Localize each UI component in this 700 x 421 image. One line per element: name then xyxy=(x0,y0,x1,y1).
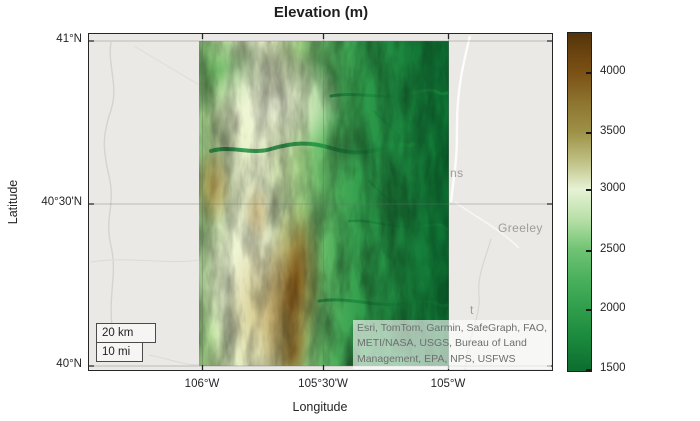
colorbar-label-1500: 1500 xyxy=(600,362,626,374)
colorbar xyxy=(567,32,592,372)
colorbar-label-3500: 3500 xyxy=(600,125,626,137)
colorbar-label-2500: 2500 xyxy=(600,243,626,255)
city-label-greeley: Greeley xyxy=(498,221,543,235)
colorbar-label-3000: 3000 xyxy=(600,182,626,194)
colorbar-tick xyxy=(586,309,591,311)
colorbar-tick xyxy=(586,250,591,252)
xtick-105-30W: 105°30'W xyxy=(298,378,348,390)
xtick-105W: 105°W xyxy=(430,378,466,390)
ytick-40N: 40°N xyxy=(56,358,82,370)
city-label-partial-ns: ns xyxy=(450,166,464,180)
colorbar-tick xyxy=(586,369,591,371)
city-label-partial-t: t xyxy=(470,303,474,317)
colorbar-tick xyxy=(586,72,591,74)
basemap-roads xyxy=(90,35,520,370)
xtick-106W: 106°W xyxy=(184,378,220,390)
attribution: Esri, TomTom, Garmin, SafeGraph, FAO, ME… xyxy=(352,319,551,369)
ytick-41N: 41°N xyxy=(56,33,82,45)
attribution-line-2: METI/NASA, USGS, Bureau of Land xyxy=(356,337,527,350)
colorbar-label-4000: 4000 xyxy=(600,65,626,77)
xaxis-label: Longitude xyxy=(292,400,348,414)
scalebar: 20 km 10 mi xyxy=(96,323,156,362)
map-canvas[interactable]: Greeley ns t xyxy=(88,33,553,371)
attribution-line-3: Management, EPA, NPS, USFWS xyxy=(356,352,516,365)
scalebar-mi: 10 mi xyxy=(96,342,143,362)
figure-title: Elevation (m) xyxy=(273,4,369,21)
attribution-line-1: Esri, TomTom, Garmin, SafeGraph, FAO, xyxy=(356,321,547,334)
colorbar-tick xyxy=(586,189,591,191)
elevation-raster xyxy=(199,41,449,366)
yaxis-label: Latitude xyxy=(6,179,20,225)
colorbar-label-2000: 2000 xyxy=(600,302,626,314)
colorbar-tick xyxy=(586,132,591,134)
scalebar-km: 20 km xyxy=(96,323,156,343)
ytick-40-30N: 40°30'N xyxy=(41,196,82,208)
